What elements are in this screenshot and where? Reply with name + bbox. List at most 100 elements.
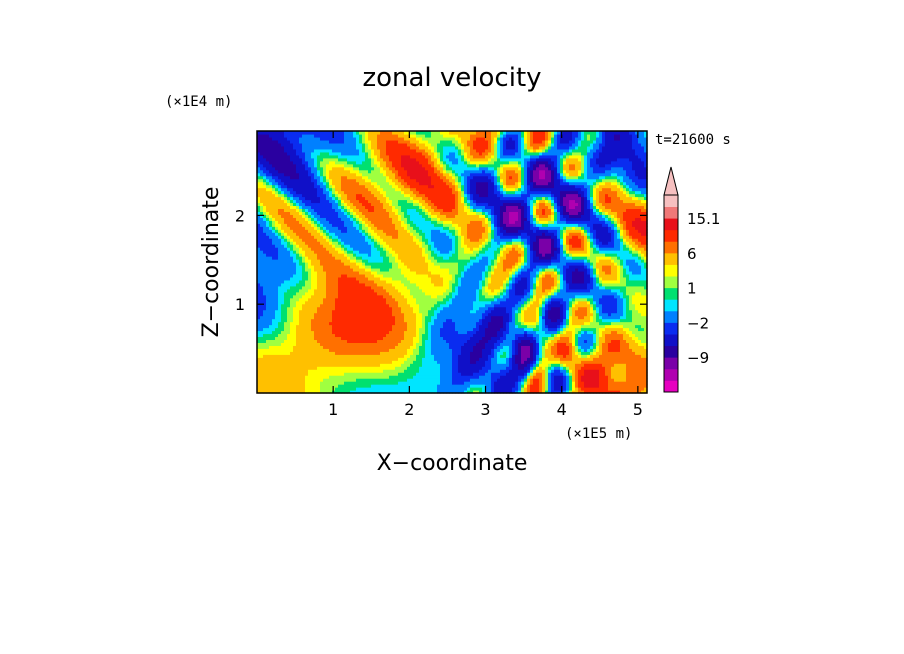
- heatmap-cell: [296, 253, 300, 257]
- heatmap-cell: [293, 273, 297, 278]
- heatmap-cell: [317, 267, 321, 272]
- heatmap-cell: [356, 184, 360, 189]
- heatmap-cell: [407, 235, 411, 239]
- heatmap-cell: [317, 196, 321, 201]
- heatmap-cell: [260, 259, 264, 263]
- heatmap-cell: [404, 267, 408, 272]
- heatmap-cell: [308, 193, 312, 198]
- heatmap-cell: [272, 139, 276, 144]
- heatmap-cell: [410, 354, 414, 358]
- heatmap-cell: [278, 256, 282, 260]
- heatmap-cell: [371, 166, 375, 171]
- heatmap-cell: [305, 366, 309, 370]
- heatmap-cell: [305, 223, 309, 227]
- heatmap-cell: [266, 193, 270, 198]
- heatmap-cell: [281, 202, 285, 207]
- heatmap-cell: [410, 369, 414, 373]
- heatmap-cell: [356, 154, 360, 159]
- heatmap-cell: [419, 270, 423, 275]
- heatmap-cell: [419, 220, 423, 224]
- heatmap-cell: [419, 336, 423, 341]
- heatmap-cell: [383, 309, 387, 314]
- heatmap-cell: [347, 369, 351, 373]
- heatmap-cell: [413, 297, 417, 302]
- heatmap-cell: [389, 250, 393, 254]
- heatmap-cell: [323, 318, 327, 323]
- heatmap-cell: [416, 312, 420, 317]
- heatmap-cell: [329, 384, 333, 388]
- heatmap-cell: [323, 300, 327, 305]
- heatmap-cell: [407, 142, 411, 147]
- heatmap-cell: [287, 270, 291, 275]
- heatmap-cell: [296, 369, 300, 373]
- heatmap-cell: [365, 273, 369, 278]
- heatmap-cell: [380, 148, 384, 153]
- heatmap-cell: [359, 166, 363, 171]
- heatmap-cell: [302, 348, 306, 352]
- heatmap-cell: [320, 363, 324, 367]
- heatmap-cell: [368, 199, 372, 204]
- heatmap-cell: [278, 264, 282, 269]
- heatmap-cell: [272, 187, 276, 192]
- heatmap-cell: [260, 151, 264, 156]
- heatmap-cell: [392, 366, 396, 370]
- heatmap-cell: [275, 366, 279, 370]
- heatmap-cell: [326, 256, 330, 260]
- heatmap-cell: [368, 256, 372, 260]
- heatmap-cell: [299, 256, 303, 260]
- heatmap-cell: [386, 309, 390, 314]
- heatmap-cell: [311, 363, 315, 367]
- heatmap-cell: [263, 354, 267, 358]
- heatmap-cell: [332, 223, 336, 227]
- heatmap-cell: [416, 360, 420, 364]
- heatmap-cell: [314, 279, 318, 284]
- heatmap-cell: [308, 187, 312, 192]
- heatmap-cell: [338, 139, 342, 144]
- heatmap-cell: [314, 211, 318, 215]
- heatmap-cell: [419, 214, 423, 218]
- heatmap-cell: [404, 166, 408, 171]
- heatmap-cell: [302, 354, 306, 358]
- heatmap-cell: [269, 366, 273, 370]
- heatmap-cell: [416, 151, 420, 156]
- heatmap-cell: [299, 184, 303, 189]
- heatmap-cell: [368, 282, 372, 287]
- heatmap-cell: [266, 360, 270, 364]
- heatmap-cell: [290, 184, 294, 189]
- heatmap-cell: [296, 133, 300, 138]
- heatmap-cell: [257, 259, 261, 263]
- heatmap-cell: [335, 273, 339, 278]
- heatmap-cell: [281, 309, 285, 314]
- heatmap-cell: [353, 330, 357, 335]
- heatmap-cell: [359, 375, 363, 379]
- heatmap-cell: [377, 381, 381, 385]
- heatmap-cell: [299, 220, 303, 224]
- heatmap-cell: [299, 318, 303, 323]
- heatmap-cell: [383, 232, 387, 236]
- heatmap-cell: [371, 169, 375, 174]
- heatmap-cell: [368, 151, 372, 156]
- heatmap-cell: [311, 202, 315, 207]
- heatmap-cell: [287, 151, 291, 156]
- heatmap-cell: [305, 342, 309, 346]
- heatmap-cell: [374, 297, 378, 302]
- heatmap-cell: [371, 250, 375, 254]
- heatmap-cell: [377, 256, 381, 260]
- heatmap-cell: [419, 285, 423, 290]
- heatmap-cell: [407, 315, 411, 320]
- heatmap-cell: [335, 342, 339, 346]
- heatmap-cell: [350, 232, 354, 236]
- heatmap-cell: [317, 306, 321, 311]
- heatmap-cell: [353, 273, 357, 278]
- heatmap-cell: [386, 208, 390, 212]
- heatmap-cell: [356, 160, 360, 165]
- heatmap-cell: [341, 336, 345, 341]
- heatmap-cell: [314, 232, 318, 236]
- heatmap-cell: [275, 348, 279, 352]
- heatmap-cell: [329, 148, 333, 153]
- heatmap-cell: [281, 214, 285, 218]
- heatmap-cell: [401, 131, 405, 135]
- heatmap-cell: [299, 163, 303, 168]
- heatmap-cell: [398, 163, 402, 168]
- heatmap-cell: [377, 333, 381, 338]
